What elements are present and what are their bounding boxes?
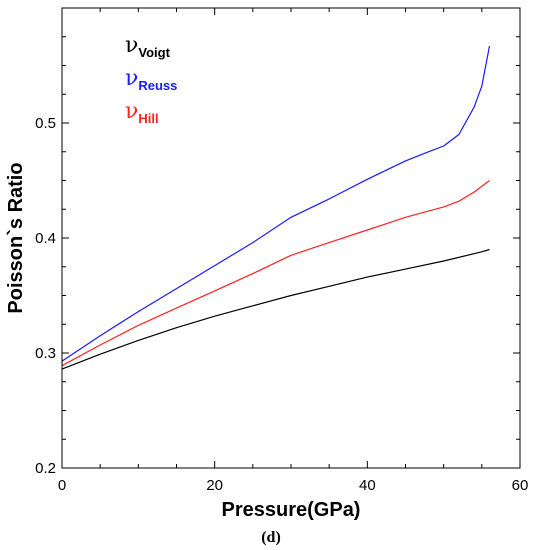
legend-entry-voigt: νVoigt — [125, 33, 171, 60]
series-line-reuss — [61, 45, 491, 362]
legend-subscript: Voigt — [138, 45, 170, 60]
panel-label: (d) — [261, 529, 281, 546]
legend-subscript: Reuss — [138, 78, 177, 93]
legend-symbol: ν — [125, 66, 138, 91]
x-tick-label: 40 — [359, 477, 376, 494]
legend-entry-reuss: νReuss — [125, 66, 177, 93]
y-axis-title: Poisson`s Ratio — [5, 162, 27, 313]
x-tick-label: 60 — [512, 477, 529, 494]
y-tick-label: 0.2 — [35, 460, 56, 477]
plot-layer — [61, 45, 491, 370]
x-tick-label: 0 — [58, 477, 66, 494]
y-tick-label: 0.5 — [35, 115, 56, 132]
legend-entry-hill: νHill — [125, 99, 159, 126]
legend-symbol: ν — [125, 33, 138, 58]
series-line-voigt — [61, 248, 490, 370]
x-tick-label: 20 — [206, 477, 223, 494]
legend-symbol: ν — [125, 99, 138, 124]
y-tick-label: 0.3 — [35, 345, 56, 362]
series-line-hill — [61, 180, 490, 367]
legend-subscript: Hill — [138, 111, 158, 126]
y-tick-label: 0.4 — [35, 230, 56, 247]
x-axis-title: Pressure(GPa) — [222, 499, 361, 521]
tick-layer: 0 20 40 60 0.2 0.3 0.4 0.5 — [35, 8, 528, 494]
